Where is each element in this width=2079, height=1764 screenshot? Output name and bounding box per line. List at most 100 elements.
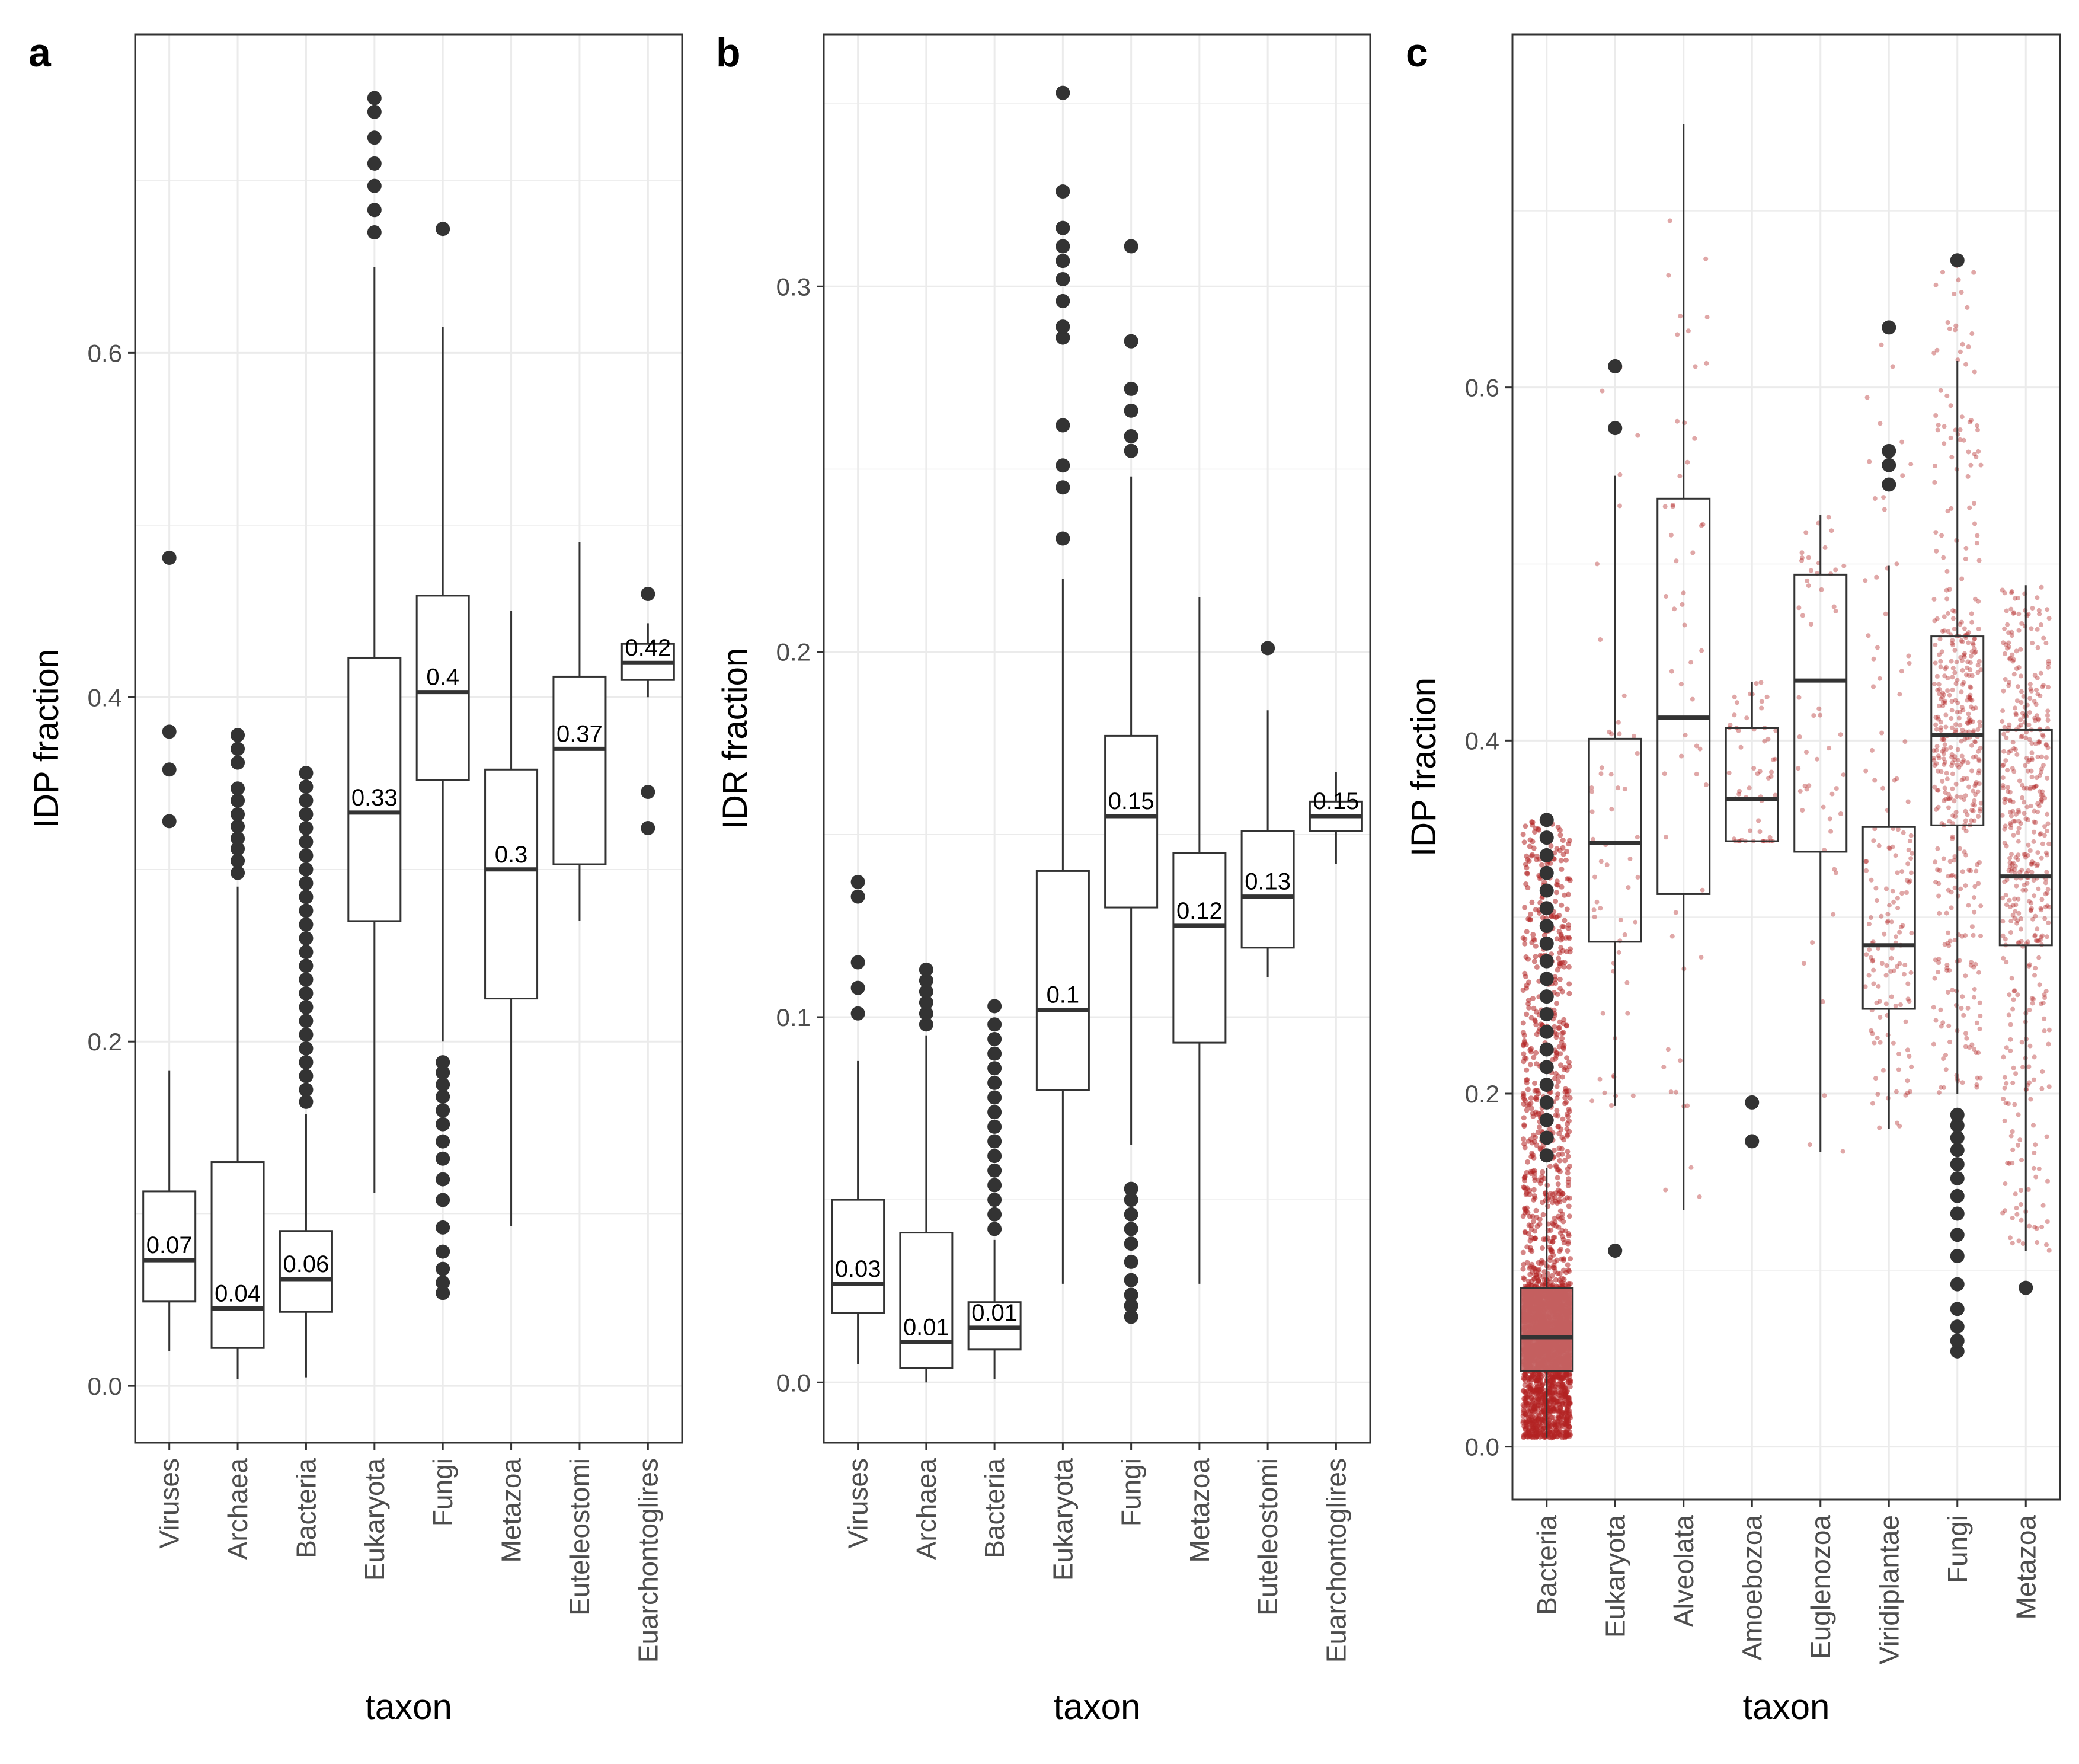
jitter-point	[1942, 692, 1947, 698]
jitter-point	[1955, 762, 1959, 768]
jitter-point	[1952, 757, 1958, 762]
jitter-point	[1942, 942, 1947, 947]
jitter-point	[1533, 1235, 1539, 1241]
jitter-point	[2007, 992, 2012, 998]
panel-a: a 0.070.040.060.330.40.30.370.420.00.20.…	[27, 30, 683, 1727]
jitter-point	[1564, 1055, 1570, 1061]
jitter-point	[2034, 775, 2039, 781]
jitter-point	[1879, 730, 1885, 736]
box-euteleostomi: 0.13	[1240, 641, 1295, 977]
jitter-point	[1943, 797, 1949, 802]
jitter-point	[2028, 803, 2033, 808]
jitter-point	[1978, 903, 1984, 909]
jitter-point	[1556, 1025, 1562, 1031]
jitter-point	[1565, 1262, 1571, 1268]
jitter-point	[1759, 699, 1764, 704]
jitter-point	[2034, 863, 2039, 868]
outlier-point	[987, 1207, 1002, 1222]
outlier-point	[299, 890, 314, 905]
jitter-point	[2036, 1166, 2042, 1171]
jitter-point	[1520, 935, 1526, 941]
outlier-point	[1950, 1302, 1965, 1316]
box-alveolata	[1656, 124, 1711, 1210]
jitter-point	[1547, 1126, 1553, 1132]
outlier-point	[436, 1055, 450, 1070]
jitter-point	[1905, 1090, 1910, 1095]
jitter-point	[1943, 790, 1948, 795]
jitter-point	[1523, 861, 1528, 867]
x-tick-label: Amoebozoa	[1736, 1515, 1767, 1661]
jitter-point	[1936, 893, 1942, 899]
jitter-point	[1664, 835, 1668, 840]
jitter-point	[1527, 1213, 1533, 1219]
jitter-point	[1530, 1219, 1536, 1225]
jitter-point	[1953, 323, 1959, 328]
jitter-point	[1894, 561, 1899, 567]
jitter-point	[1962, 654, 1967, 660]
jitter-point	[2046, 1027, 2052, 1033]
outlier-point	[299, 807, 314, 822]
jitter-point	[1565, 1170, 1571, 1176]
jitter-point	[2002, 724, 2007, 730]
jitter-point	[1616, 785, 1620, 791]
jitter-point	[1834, 786, 1839, 791]
jitter-point	[1936, 753, 1941, 759]
jitter-point	[2039, 769, 2043, 775]
jitter-point	[1959, 794, 1963, 800]
jitter-point	[1863, 859, 1869, 864]
jitter-point	[2044, 1134, 2049, 1139]
jitter-point	[2020, 795, 2025, 800]
jitter-point	[1971, 270, 1976, 275]
jitter-point	[1965, 720, 1970, 726]
jitter-point	[1818, 712, 1823, 718]
jitter-point	[1947, 1039, 1952, 1044]
x-tick-label: Metazoa	[496, 1458, 527, 1563]
jitter-point	[1624, 980, 1630, 985]
jitter-point	[1800, 808, 1805, 813]
outlier-point	[231, 807, 245, 822]
jitter-point	[2039, 754, 2044, 759]
jitter-point	[1884, 963, 1889, 968]
iqr-box	[1588, 737, 1642, 943]
jitter-point	[2010, 1129, 2015, 1134]
outlier-point	[1950, 1107, 1965, 1122]
jitter-point	[1897, 929, 1902, 935]
jitter-point	[2046, 661, 2051, 666]
jitter-point	[1965, 665, 1970, 670]
jitter-point	[1591, 907, 1597, 913]
jitter-point	[1533, 1390, 1539, 1396]
jitter-point	[2016, 910, 2022, 916]
jitter-point	[1950, 675, 1955, 680]
jitter-point	[1525, 1086, 1531, 1092]
jitter-point	[2000, 763, 2006, 768]
jitter-point	[2007, 656, 2012, 662]
jitter-point	[1560, 1376, 1566, 1382]
jitter-point	[1866, 922, 1872, 926]
jitter-point	[1967, 695, 1972, 700]
jitter-point	[1966, 630, 1971, 635]
jitter-point	[2015, 857, 2020, 862]
jitter-point	[1827, 746, 1832, 751]
jitter-point	[1523, 954, 1529, 960]
jitter-point	[2045, 607, 2050, 612]
jitter-point	[2016, 826, 2022, 831]
jitter-points-fungi	[1931, 263, 1984, 1095]
jitter-point	[1942, 614, 1947, 619]
jitter-point	[2004, 1081, 2009, 1086]
jitter-point	[2011, 610, 2017, 615]
jitter-point	[1565, 1166, 1571, 1172]
outlier-point	[1608, 1244, 1623, 1258]
jitter-point	[1527, 1425, 1532, 1431]
jitter-point	[1889, 956, 1894, 961]
jitter-point	[2038, 622, 2043, 627]
jitter-point	[2031, 1165, 2036, 1171]
jitter-point	[1953, 729, 1958, 734]
y-tick-label: 0.2	[88, 1028, 122, 1056]
jitter-point	[1616, 720, 1621, 725]
jitter-point	[1932, 976, 1937, 981]
jitter-point	[2006, 1101, 2011, 1107]
jitter-point	[2046, 664, 2051, 670]
jitter-point	[2000, 708, 2006, 714]
jitter-point	[2032, 1225, 2038, 1230]
jitter-point	[1560, 1044, 1566, 1050]
